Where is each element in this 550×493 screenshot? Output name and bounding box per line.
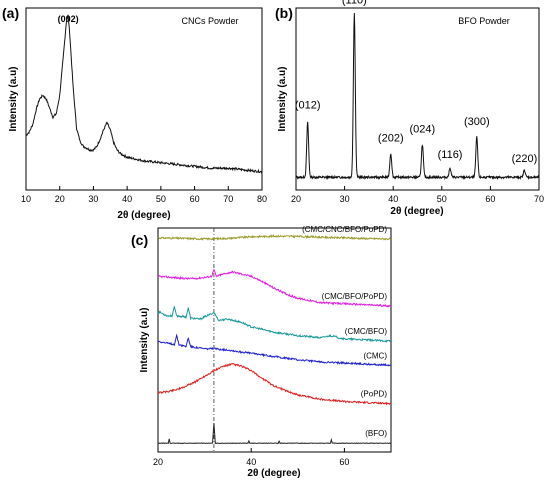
panel-c-series-line — [157, 234, 392, 241]
panel-b-xtick-label: 20 — [291, 194, 301, 204]
panel-b-peak-label: (116) — [438, 149, 463, 161]
panel-b-xlabel: 2θ (degree) — [390, 206, 443, 217]
panel-c: (c) 2θ (degree) Intensity (a.u) 20 40 60 (… — [131, 225, 392, 479]
panel-b-peak-label: (220) — [512, 153, 538, 165]
panel-a-xtick-label: 80 — [257, 194, 267, 204]
panel-c-label: (c) — [131, 232, 148, 248]
panel-a-xtick-label: 10 — [21, 194, 31, 204]
panel-c-ylabel: Intensity (a.u) — [139, 307, 150, 372]
panel-a-xtick-label: 70 — [223, 194, 233, 204]
panel-c-series-label: (CMC/CNC/BFO/PoPD) — [302, 225, 387, 234]
panel-c-series-label: (CMC/BFO/PoPD) — [322, 292, 388, 301]
panel-a-inset-label: CNCs Powder — [181, 16, 238, 26]
panel-a-xlabel: 2θ (degree) — [117, 210, 170, 221]
panel-c-series-line — [157, 306, 392, 343]
panel-c-xtick-label: 20 — [153, 457, 163, 467]
panel-b-series-line — [295, 13, 540, 181]
panel-a-ylabel: Intensity (a.u) — [8, 66, 19, 131]
panel-a-xtick-label: 60 — [190, 194, 200, 204]
panel-a-series-line — [25, 14, 263, 174]
panel-b-xtick-label: 60 — [485, 194, 495, 204]
panel-a-label: (a) — [2, 5, 19, 21]
panel-b-peak-label: (012) — [295, 100, 321, 112]
panel-c-xlabel: 2θ (degree) — [247, 468, 300, 479]
panel-b-peak-label: (110) — [342, 0, 367, 6]
panel-b-xtick-label: 50 — [437, 194, 447, 204]
panel-a: (a) CNCs Powder 2θ (degree) Intensity (a… — [2, 5, 267, 221]
panel-a-xtick-label: 40 — [122, 194, 132, 204]
panel-a-xtick-label: 20 — [55, 194, 65, 204]
panel-b-peak-label: (024) — [410, 124, 436, 136]
panel-b-frame — [295, 7, 540, 191]
panel-b: (b) BFO Powder 2θ (degree) Intensity (a.… — [275, 0, 544, 217]
panel-c-series-label: (CMC) — [363, 351, 387, 360]
panel-b-inset-label: BFO Powder — [458, 16, 510, 26]
panel-a-xtick-label: 50 — [156, 194, 166, 204]
panel-a-xtick-label: 30 — [88, 194, 98, 204]
panel-b-label: (b) — [275, 5, 293, 21]
panel-c-series-label: (CMC/BFO) — [345, 327, 388, 336]
panel-c-series-line — [157, 423, 392, 445]
panel-c-series-line — [157, 362, 392, 406]
panel-c-series-label: (BFO) — [365, 429, 387, 438]
panel-c-series-label: (PoPD) — [361, 390, 388, 399]
panel-b-xtick-label: 30 — [340, 194, 350, 204]
panel-b-xtick-label: 70 — [534, 194, 544, 204]
panel-c-frame — [157, 227, 392, 453]
panel-c-series-line — [157, 333, 392, 367]
panel-c-xtick-label: 40 — [246, 457, 256, 467]
panel-b-peak-label: (300) — [464, 116, 490, 128]
panel-c-series-line — [157, 268, 392, 308]
panel-a-frame — [25, 7, 263, 191]
panel-b-peak-label: (202) — [378, 133, 404, 145]
panel-c-xtick-label: 60 — [339, 457, 349, 467]
panel-b-ylabel: Intensity (a.u) — [277, 66, 288, 131]
panel-b-xtick-label: 40 — [388, 194, 398, 204]
